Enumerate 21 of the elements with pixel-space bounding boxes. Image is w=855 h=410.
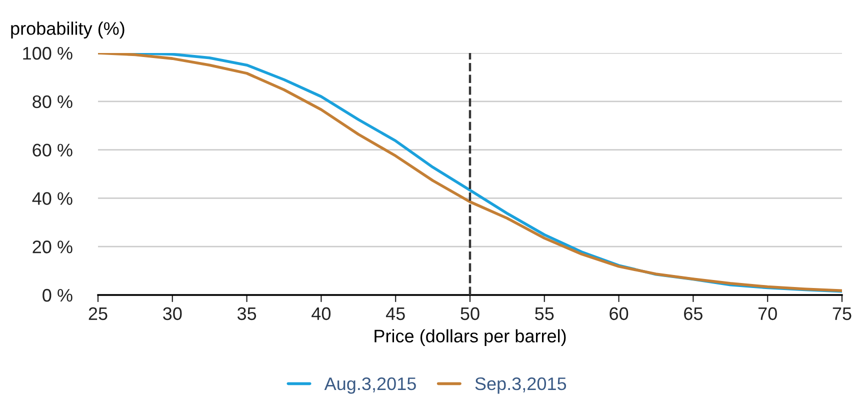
x-tick-label: 75 bbox=[832, 307, 852, 320]
y-axis-title: probability (%) bbox=[11, 22, 124, 38]
x-tick-label: 60 bbox=[610, 307, 628, 320]
legend-label: Aug.3,2015 bbox=[324, 377, 416, 394]
x-tick-label: 55 bbox=[535, 307, 554, 320]
x-tick-label: 70 bbox=[758, 307, 777, 320]
legend-label: Sep.3,2015 bbox=[475, 377, 566, 394]
x-tick-label: 35 bbox=[237, 307, 256, 320]
y-tick-label: 80 % bbox=[32, 95, 72, 108]
y-tick-label: 20 % bbox=[32, 240, 72, 254]
y-tick-label: 60 % bbox=[32, 144, 72, 157]
x-tick-label: 50 bbox=[460, 307, 480, 320]
x-tick-label: 40 bbox=[312, 307, 331, 320]
x-axis-title: Price (dollars per barrel) bbox=[374, 329, 566, 346]
y-tick-label: 0 % bbox=[42, 288, 72, 302]
y-tick-label: 100 % bbox=[23, 46, 72, 60]
x-tick-label: 30 bbox=[163, 307, 182, 320]
x-tick-label: 65 bbox=[684, 307, 702, 320]
x-tick-label: 45 bbox=[386, 307, 405, 320]
x-tick-label: 25 bbox=[88, 307, 108, 320]
y-tick-label: 40 % bbox=[32, 192, 72, 205]
